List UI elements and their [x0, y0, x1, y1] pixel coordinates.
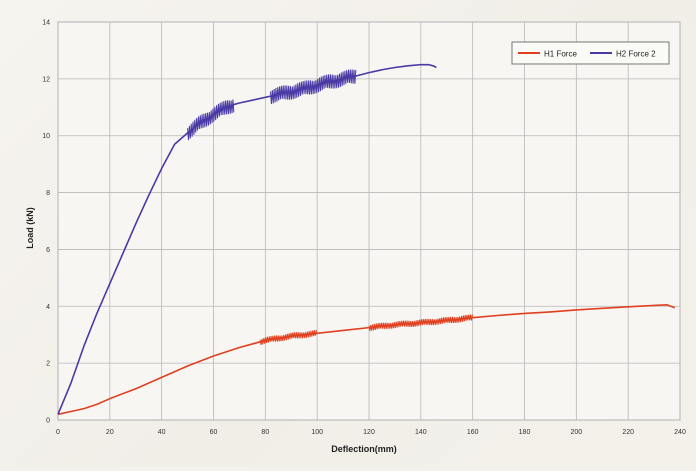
y-tick-label: 2 [46, 361, 50, 368]
legend-label-h1-force: H1 Force [544, 50, 577, 59]
x-tick-label: 240 [674, 429, 686, 436]
legend-label-h2-force-2: H2 Force 2 [616, 50, 656, 59]
series-layer [57, 63, 676, 416]
x-tick-label: 20 [106, 429, 114, 436]
y-tick-label: 12 [42, 76, 50, 83]
x-axis-label: Deflection(mm) [331, 444, 397, 454]
gridlines [57, 21, 681, 421]
x-tick-label: 200 [570, 429, 582, 436]
series-line-h1-force [57, 304, 676, 416]
series-line-h2-force-2 [57, 63, 437, 415]
series-noise-band-h1-force [259, 329, 317, 346]
x-tick-label: 40 [158, 429, 166, 436]
y-tick-label: 6 [46, 247, 50, 254]
series-noise-band-h2-force-2 [270, 69, 357, 104]
series-noise-band-h1-force [368, 314, 473, 331]
x-tick-label: 120 [363, 429, 375, 436]
y-axis-label: Load (kN) [25, 207, 35, 249]
legend: H1 Force H2 Force 2 [511, 41, 670, 65]
x-tick-label: 160 [467, 429, 479, 436]
x-tick-label: 100 [311, 429, 323, 436]
series-noise-band-h2-force-2 [187, 99, 235, 141]
x-tick-label: 0 [56, 429, 60, 436]
x-tick-label: 60 [210, 429, 218, 436]
y-axis-ticks: 0 2 4 6 8 10 12 14 [42, 20, 50, 425]
y-tick-label: 8 [46, 190, 50, 197]
y-tick-label: 14 [42, 20, 50, 27]
x-tick-label: 220 [622, 429, 634, 436]
y-tick-label: 10 [42, 133, 50, 140]
y-tick-label: 4 [46, 304, 50, 311]
y-tick-label: 0 [46, 418, 50, 425]
x-axis-ticks: 0 20 40 60 80 100 120 140 160 180 200 220 240 [56, 429, 686, 436]
x-tick-label: 140 [415, 429, 427, 436]
x-tick-label: 180 [519, 429, 531, 436]
x-tick-label: 80 [261, 429, 269, 436]
